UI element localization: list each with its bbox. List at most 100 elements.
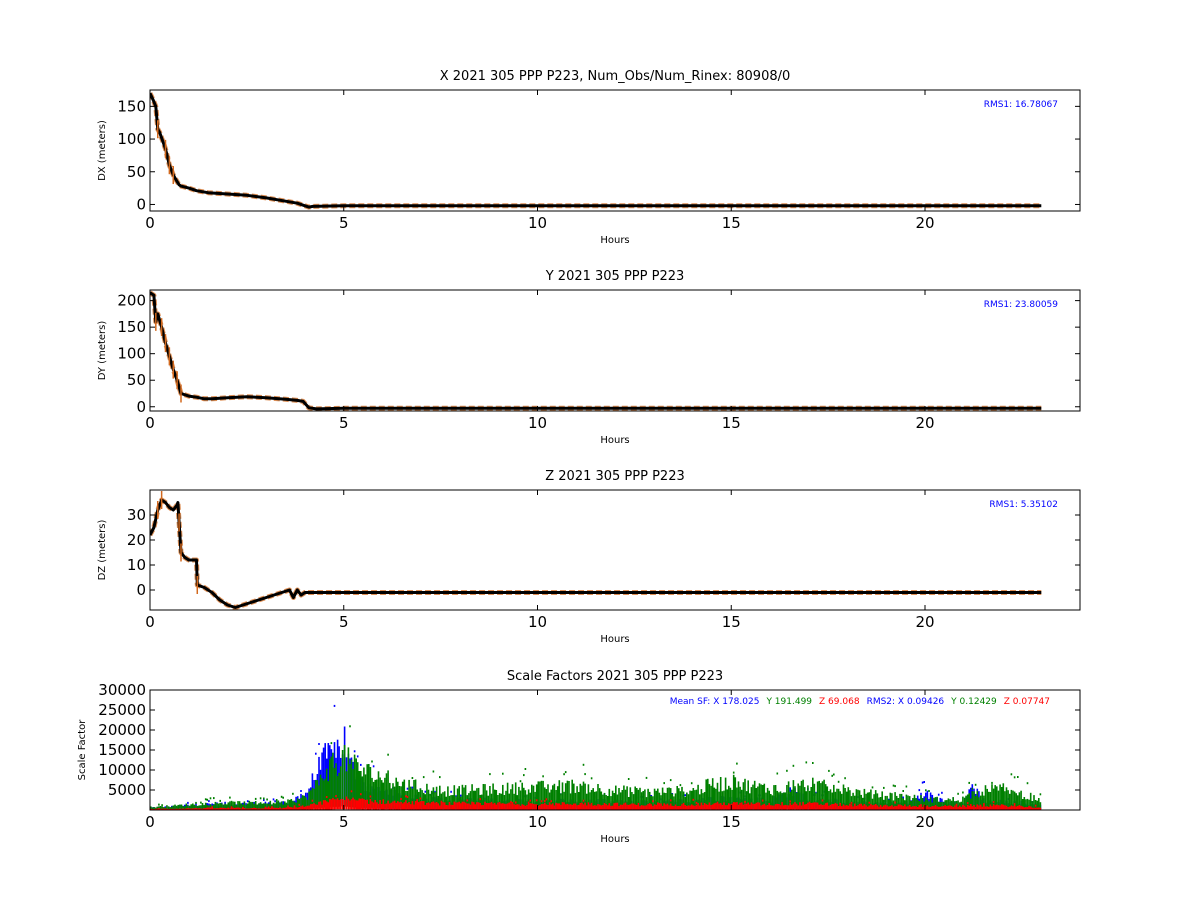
data-point	[679, 791, 682, 809]
data-point	[915, 798, 917, 810]
data-point	[544, 802, 546, 810]
data-point	[468, 803, 470, 810]
data-point	[519, 790, 522, 809]
x-tick-label: 15	[722, 613, 741, 631]
data-point	[360, 793, 362, 796]
data-point	[971, 791, 974, 809]
data-point	[674, 804, 677, 810]
data-point	[829, 804, 832, 810]
data-point	[960, 801, 963, 810]
data-point	[682, 802, 685, 810]
data-point	[918, 789, 921, 792]
data-point	[690, 790, 693, 809]
data-point	[573, 783, 575, 809]
data-point	[263, 799, 265, 801]
data-point	[954, 801, 956, 810]
data-point	[550, 789, 552, 809]
data-point	[971, 787, 974, 790]
data-point	[548, 802, 551, 810]
data-point	[432, 787, 435, 809]
data-point	[837, 780, 840, 783]
data-point	[1021, 799, 1024, 809]
data-point	[414, 801, 417, 810]
data-point	[873, 804, 875, 810]
data-point	[392, 783, 394, 809]
data-point	[450, 790, 452, 793]
data-point	[660, 795, 662, 809]
data-point	[962, 805, 964, 810]
data-point	[347, 747, 350, 807]
data-point	[925, 806, 927, 810]
data-point	[892, 800, 895, 810]
data-point	[458, 801, 460, 810]
y-tick-label: 0	[136, 581, 146, 599]
data-point	[868, 792, 871, 809]
data-point	[534, 791, 536, 809]
data-point	[965, 807, 967, 810]
data-point	[823, 804, 825, 810]
data-point	[792, 803, 795, 810]
data-point	[153, 807, 155, 810]
data-point	[812, 762, 814, 764]
data-point	[556, 803, 559, 810]
data-point	[523, 774, 525, 777]
data-point	[161, 808, 163, 810]
data-point	[356, 762, 359, 808]
data-point	[503, 795, 506, 809]
data-point	[287, 799, 289, 810]
data-point	[791, 804, 793, 810]
data-point	[920, 804, 922, 807]
data-point	[910, 806, 913, 810]
data-point	[744, 803, 746, 810]
data-point	[477, 787, 480, 809]
data-point	[887, 806, 890, 810]
subplot-title: X 2021 305 PPP P223, Num_Obs/Num_Rinex: …	[440, 69, 791, 84]
data-point	[159, 808, 162, 810]
data-point	[235, 805, 238, 810]
data-point	[690, 782, 693, 785]
data-point	[992, 804, 995, 810]
data-point	[584, 802, 586, 810]
data-point	[466, 803, 469, 810]
data-point	[692, 788, 695, 809]
data-point	[398, 786, 401, 809]
data-point	[1017, 776, 1019, 778]
data-point	[395, 777, 397, 809]
data-point	[217, 803, 220, 810]
data-point	[411, 777, 414, 779]
data-point	[973, 791, 975, 809]
data-point	[868, 801, 871, 804]
data-point	[684, 794, 686, 797]
data-point	[968, 805, 970, 810]
data-point	[560, 793, 562, 809]
data-point	[587, 802, 590, 810]
data-point	[573, 803, 575, 810]
data-point	[776, 772, 779, 775]
data-point	[789, 791, 791, 809]
data-point	[532, 803, 535, 810]
data-point	[254, 808, 257, 810]
data-point	[674, 793, 677, 809]
data-point	[195, 801, 197, 804]
data-point	[225, 808, 228, 810]
data-point	[296, 798, 299, 810]
data-point	[471, 784, 473, 809]
data-point	[500, 793, 502, 809]
data-point	[966, 802, 969, 805]
data-point	[1039, 793, 1042, 796]
data-point	[564, 783, 567, 809]
data-point	[300, 797, 302, 810]
data-point	[519, 780, 522, 783]
data-point	[527, 789, 530, 809]
data-point	[624, 802, 627, 810]
data-point	[424, 805, 427, 810]
data-point	[277, 800, 280, 810]
data-point	[594, 791, 596, 809]
data-point	[862, 797, 864, 809]
data-point	[203, 804, 205, 810]
data-point	[311, 799, 314, 802]
data-point	[912, 798, 914, 810]
data-point	[718, 791, 720, 809]
data-point	[272, 807, 275, 810]
data-point	[902, 798, 904, 810]
